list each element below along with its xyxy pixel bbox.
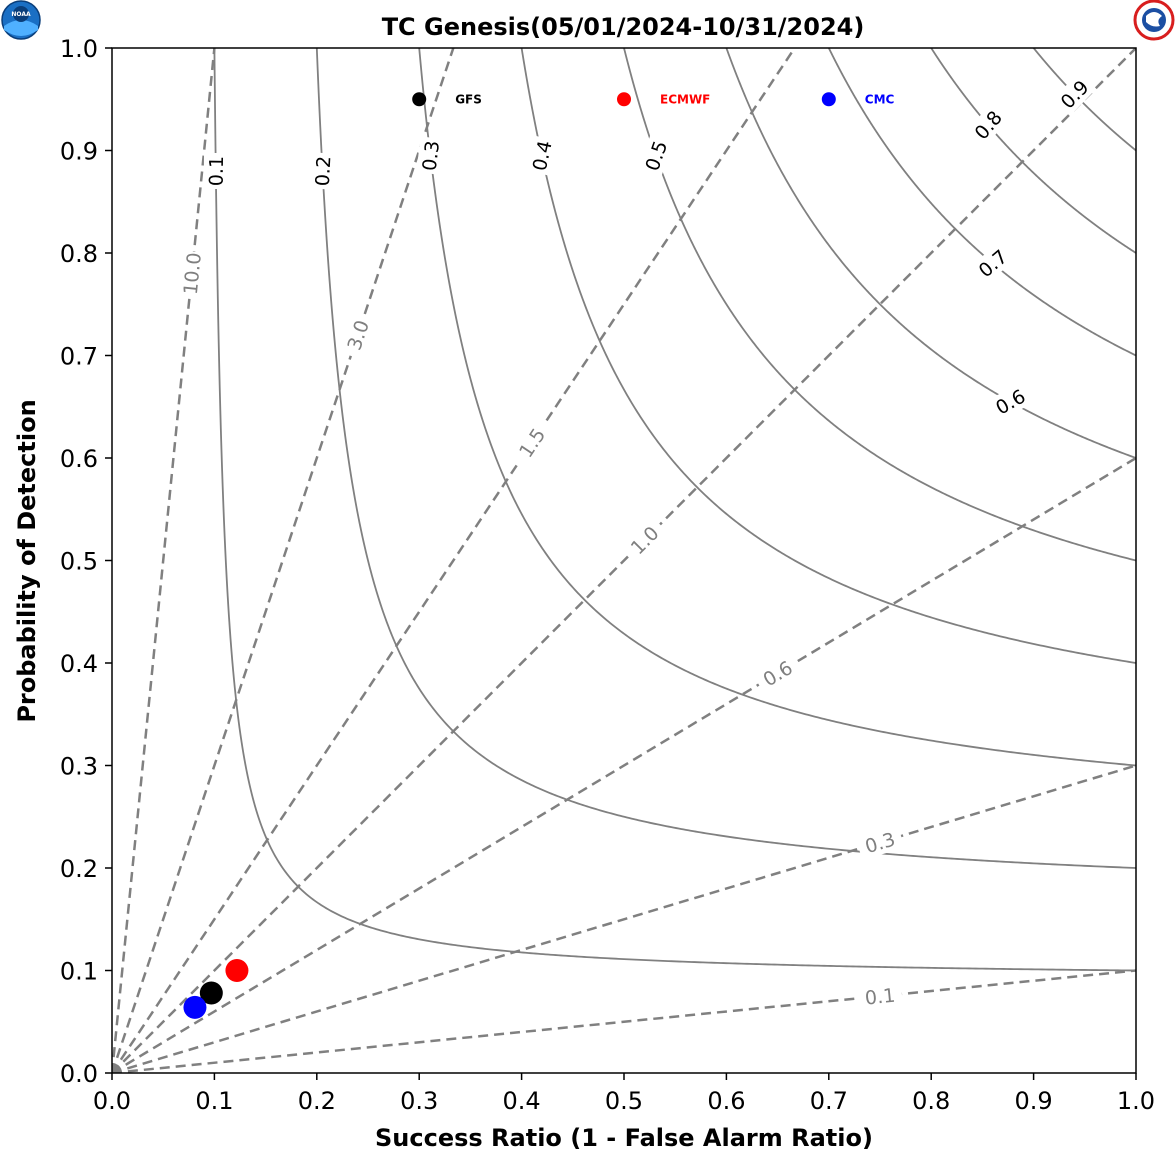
y-tick-label: 0.0 <box>60 1060 98 1088</box>
legend: GFS ECMWF CMC <box>412 92 895 107</box>
x-tick-label: 0.2 <box>298 1087 336 1115</box>
legend-marker-ecmwf <box>617 92 631 107</box>
legend-marker-gfs <box>412 92 427 107</box>
x-tick-label: 0.5 <box>605 1087 643 1115</box>
x-tick-label: 0.4 <box>503 1087 541 1115</box>
csi-contour-label: 0.1 <box>206 156 228 187</box>
y-axis-ticks: 0.0 0.1 0.2 0.3 0.4 0.5 0.6 0.7 0.8 0.9 1.0 <box>60 35 112 1088</box>
x-tick-label: 0.8 <box>912 1087 950 1115</box>
legend-label-ecmwf: ECMWF <box>660 92 710 106</box>
csi-contour-label: 0.3 <box>419 139 444 172</box>
csi-contour-1 <box>315 48 1136 869</box>
csi-contour-7 <box>930 48 1136 254</box>
national-weather-service-logo-icon <box>1133 0 1175 41</box>
x-tick-label: 0.6 <box>707 1087 745 1115</box>
legend-marker-cmc <box>821 92 836 107</box>
bias-line-4 <box>112 48 796 1073</box>
chart-title: TC Genesis(05/01/2024-10/31/2024) <box>382 13 865 41</box>
bias-line-0 <box>112 969 1136 1073</box>
y-tick-label: 0.7 <box>60 343 98 371</box>
bias-line-6 <box>112 48 216 1073</box>
y-tick-label: 0.9 <box>60 138 98 166</box>
x-tick-label: 1.0 <box>1117 1087 1155 1115</box>
bias-line-5 <box>112 48 455 1073</box>
x-tick-label: 0.0 <box>93 1087 131 1115</box>
y-tick-label: 1.0 <box>60 35 98 63</box>
y-tick-label: 0.3 <box>60 753 98 781</box>
data-point-cmc <box>183 995 207 1019</box>
y-tick-label: 0.6 <box>60 445 98 473</box>
x-tick-label: 0.1 <box>195 1087 233 1115</box>
bias-line-labels: 0.10.30.61.01.53.010.0 <box>177 250 905 1011</box>
y-tick-label: 0.4 <box>60 650 98 678</box>
y-tick-label: 0.8 <box>60 240 98 268</box>
bias-line-2 <box>112 456 1136 1073</box>
noaa-logo-text: NOAA <box>11 11 31 18</box>
csi-contour-2 <box>418 48 1136 767</box>
noaa-logo-icon: NOAA <box>1 0 41 40</box>
data-point-gfs <box>199 981 223 1005</box>
y-tick-label: 0.2 <box>60 855 98 883</box>
csi-contour-label: 0.2 <box>312 155 336 186</box>
y-tick-label: 0.5 <box>60 548 98 576</box>
legend-label-cmc: CMC <box>865 92 895 106</box>
bias-line-label: 0.1 <box>864 985 896 1010</box>
csi-contour-5 <box>725 48 1136 459</box>
x-tick-label: 0.9 <box>1015 1087 1053 1115</box>
legend-label-gfs: GFS <box>455 92 482 106</box>
bias-line-1 <box>112 764 1136 1073</box>
bias-line-label: 10.0 <box>180 251 206 295</box>
bias-line-3 <box>112 48 1136 1073</box>
x-tick-label: 0.3 <box>400 1087 438 1115</box>
y-tick-label: 0.1 <box>60 958 98 986</box>
data-points <box>183 959 249 1019</box>
csi-contour-6 <box>827 48 1136 357</box>
bias-lines <box>112 48 1136 1073</box>
x-tick-label: 0.7 <box>810 1087 848 1115</box>
data-point-ecmwf <box>225 959 249 982</box>
x-axis-label: Success Ratio (1 - False Alarm Ratio) <box>375 1124 873 1152</box>
y-axis-label: Probability of Detection <box>13 399 41 722</box>
csi-contour-3 <box>520 48 1136 664</box>
x-axis-ticks: 0.0 0.1 0.2 0.3 0.4 0.5 0.6 0.7 0.8 0.9 1.0 <box>93 1073 1155 1115</box>
csi-contour-label: 0.8 <box>971 107 1007 144</box>
